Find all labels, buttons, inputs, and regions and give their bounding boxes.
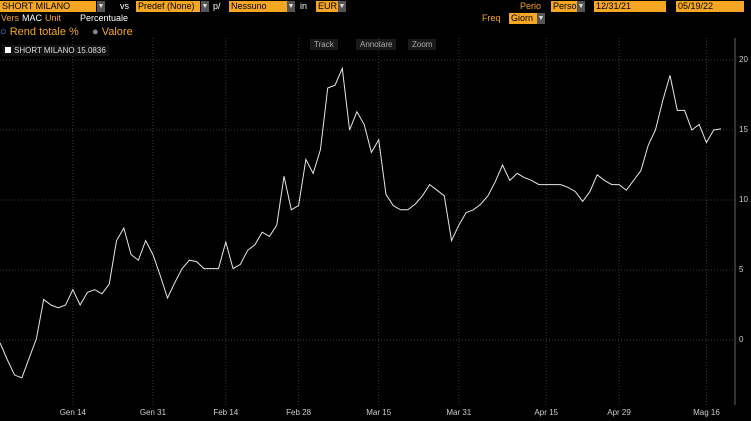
dropdown[interactable]: ▼	[97, 1, 105, 12]
label: vs	[120, 1, 129, 11]
label: Vers	[1, 13, 20, 23]
label: in	[300, 1, 308, 11]
label: Freq	[482, 13, 501, 23]
label: p/	[213, 1, 221, 11]
vs-field[interactable]: Predef (None)	[136, 1, 200, 12]
y-tick-label: 20	[739, 55, 748, 64]
legend: SHORT MILANO 15.0836	[2, 45, 109, 56]
x-tick-label: Mag 16	[693, 408, 720, 417]
freq-field[interactable]: Giorn	[509, 13, 545, 24]
y-tick-label: 0	[739, 335, 744, 344]
zoom-button[interactable]: Zoom	[408, 39, 437, 50]
label: MAC	[22, 13, 42, 23]
period-field[interactable]: Perso	[551, 1, 585, 12]
start-date-field[interactable]: 12/31/21	[594, 1, 666, 12]
x-tick-label: Gen 31	[140, 408, 167, 417]
x-tick-label: Mar 15	[366, 408, 391, 417]
dropdown[interactable]: ▼	[537, 13, 545, 24]
label: Percentuale	[80, 13, 129, 23]
y-tick-label: 15	[739, 125, 748, 134]
x-tick-label: Mar 31	[446, 408, 471, 417]
currency-field[interactable]: EUR	[316, 1, 346, 12]
track-button[interactable]: Track	[310, 39, 338, 50]
x-tick-label: Apr 29	[607, 408, 631, 417]
per-field[interactable]: Nessuno	[229, 1, 295, 12]
y-tick-label: 5	[739, 265, 744, 274]
radio-label: Valore	[101, 26, 133, 38]
end-date-field[interactable]: 05/19/22	[676, 1, 744, 12]
legend-value: 15.0836	[76, 46, 106, 55]
legend-name: SHORT MILANO	[14, 46, 75, 55]
dropdown[interactable]: ▼	[201, 1, 209, 12]
radio-value[interactable]: ● Valore	[92, 26, 133, 38]
label: Perio	[520, 1, 542, 11]
x-tick-label: Feb 14	[213, 408, 238, 417]
x-tick-label: Feb 28	[286, 408, 311, 417]
line-series	[0, 66, 722, 379]
y-tick-label: 10	[739, 195, 748, 204]
dropdown[interactable]: ▼	[577, 1, 585, 12]
annotate-button[interactable]: Annotare	[356, 39, 397, 50]
dropdown[interactable]: ▼	[287, 1, 295, 12]
radio-label: Rend totale %	[9, 26, 79, 38]
security-field[interactable]: SHORT MILANO	[0, 1, 96, 12]
label: Unit	[45, 13, 62, 23]
x-tick-label: Apr 15	[534, 408, 558, 417]
x-tick-label: Gen 14	[60, 408, 87, 417]
radio-total[interactable]: ○ Rend totale %	[0, 26, 79, 38]
dropdown[interactable]: ▼	[338, 1, 346, 12]
